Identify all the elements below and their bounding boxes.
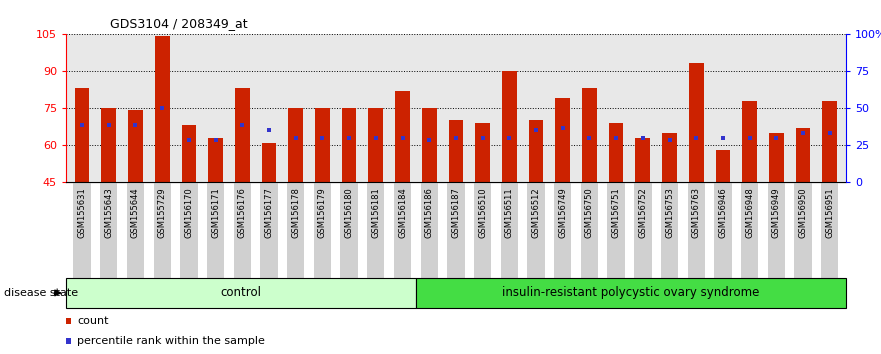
Text: GSM156512: GSM156512 xyxy=(531,187,541,238)
Text: GSM156171: GSM156171 xyxy=(211,187,220,238)
Text: GSM156951: GSM156951 xyxy=(825,187,834,238)
Text: GSM156184: GSM156184 xyxy=(398,187,407,238)
Text: GSM156749: GSM156749 xyxy=(559,187,567,238)
Bar xyxy=(155,36,169,182)
Bar xyxy=(743,101,757,182)
Bar xyxy=(288,108,303,182)
Text: GSM156177: GSM156177 xyxy=(264,187,273,238)
Text: GSM156510: GSM156510 xyxy=(478,187,487,238)
Text: GSM156181: GSM156181 xyxy=(371,187,381,238)
FancyBboxPatch shape xyxy=(714,182,731,278)
Bar xyxy=(416,278,846,308)
Bar xyxy=(555,98,570,182)
FancyBboxPatch shape xyxy=(581,182,598,278)
Text: GSM156753: GSM156753 xyxy=(665,187,674,238)
Bar xyxy=(101,108,116,182)
Text: GSM156187: GSM156187 xyxy=(451,187,461,238)
Text: GSM156179: GSM156179 xyxy=(318,187,327,238)
FancyBboxPatch shape xyxy=(448,182,464,278)
FancyBboxPatch shape xyxy=(795,182,811,278)
FancyBboxPatch shape xyxy=(314,182,331,278)
Bar xyxy=(368,108,383,182)
Text: GSM156186: GSM156186 xyxy=(425,187,433,238)
FancyBboxPatch shape xyxy=(100,182,117,278)
FancyBboxPatch shape xyxy=(207,182,225,278)
Text: GSM155644: GSM155644 xyxy=(131,187,140,238)
Bar xyxy=(715,150,730,182)
Bar xyxy=(315,108,329,182)
Bar xyxy=(663,133,677,182)
Text: GDS3104 / 208349_at: GDS3104 / 208349_at xyxy=(110,17,248,30)
FancyBboxPatch shape xyxy=(260,182,278,278)
FancyBboxPatch shape xyxy=(127,182,144,278)
Text: GSM156950: GSM156950 xyxy=(798,187,808,238)
FancyBboxPatch shape xyxy=(367,182,384,278)
FancyBboxPatch shape xyxy=(528,182,544,278)
FancyBboxPatch shape xyxy=(420,182,438,278)
Bar xyxy=(128,110,143,182)
FancyBboxPatch shape xyxy=(73,182,91,278)
FancyBboxPatch shape xyxy=(821,182,839,278)
FancyBboxPatch shape xyxy=(741,182,759,278)
Text: GSM156752: GSM156752 xyxy=(639,187,648,238)
FancyBboxPatch shape xyxy=(500,182,518,278)
Text: GSM156176: GSM156176 xyxy=(238,187,247,238)
Bar xyxy=(208,138,223,182)
Text: insulin-resistant polycystic ovary syndrome: insulin-resistant polycystic ovary syndr… xyxy=(502,286,759,299)
Bar xyxy=(635,138,650,182)
Bar xyxy=(66,278,416,308)
Bar xyxy=(181,125,196,182)
Bar xyxy=(582,88,596,182)
FancyBboxPatch shape xyxy=(661,182,678,278)
FancyBboxPatch shape xyxy=(634,182,652,278)
Bar xyxy=(235,88,249,182)
Text: GSM156180: GSM156180 xyxy=(344,187,353,238)
FancyBboxPatch shape xyxy=(687,182,705,278)
Bar xyxy=(342,108,357,182)
Text: GSM155631: GSM155631 xyxy=(78,187,86,238)
Text: GSM155643: GSM155643 xyxy=(104,187,114,238)
Bar xyxy=(769,133,784,182)
Text: GSM156511: GSM156511 xyxy=(505,187,514,238)
Text: GSM156170: GSM156170 xyxy=(184,187,194,238)
FancyBboxPatch shape xyxy=(340,182,358,278)
Bar xyxy=(448,120,463,182)
FancyBboxPatch shape xyxy=(394,182,411,278)
Text: GSM155729: GSM155729 xyxy=(158,187,167,238)
Text: percentile rank within the sample: percentile rank within the sample xyxy=(78,336,265,346)
Text: GSM156949: GSM156949 xyxy=(772,187,781,238)
FancyBboxPatch shape xyxy=(474,182,492,278)
FancyBboxPatch shape xyxy=(554,182,572,278)
Text: control: control xyxy=(220,286,262,299)
Bar xyxy=(689,63,704,182)
Bar xyxy=(502,71,516,182)
Text: GSM156948: GSM156948 xyxy=(745,187,754,238)
Bar xyxy=(422,108,437,182)
Bar xyxy=(475,123,490,182)
FancyBboxPatch shape xyxy=(767,182,785,278)
Text: GSM156750: GSM156750 xyxy=(585,187,594,238)
Bar xyxy=(396,91,410,182)
Bar xyxy=(75,88,90,182)
Bar xyxy=(609,123,624,182)
Bar xyxy=(529,120,544,182)
Bar xyxy=(262,143,277,182)
FancyBboxPatch shape xyxy=(181,182,197,278)
FancyBboxPatch shape xyxy=(233,182,251,278)
Bar xyxy=(822,101,837,182)
FancyBboxPatch shape xyxy=(607,182,625,278)
Text: disease state: disease state xyxy=(4,288,78,298)
Text: GSM156763: GSM156763 xyxy=(692,187,700,238)
Text: GSM156751: GSM156751 xyxy=(611,187,620,238)
Text: GSM156178: GSM156178 xyxy=(292,187,300,238)
FancyBboxPatch shape xyxy=(287,182,305,278)
Text: GSM156946: GSM156946 xyxy=(718,187,728,238)
FancyBboxPatch shape xyxy=(153,182,171,278)
Bar xyxy=(796,128,811,182)
Text: count: count xyxy=(78,316,108,326)
